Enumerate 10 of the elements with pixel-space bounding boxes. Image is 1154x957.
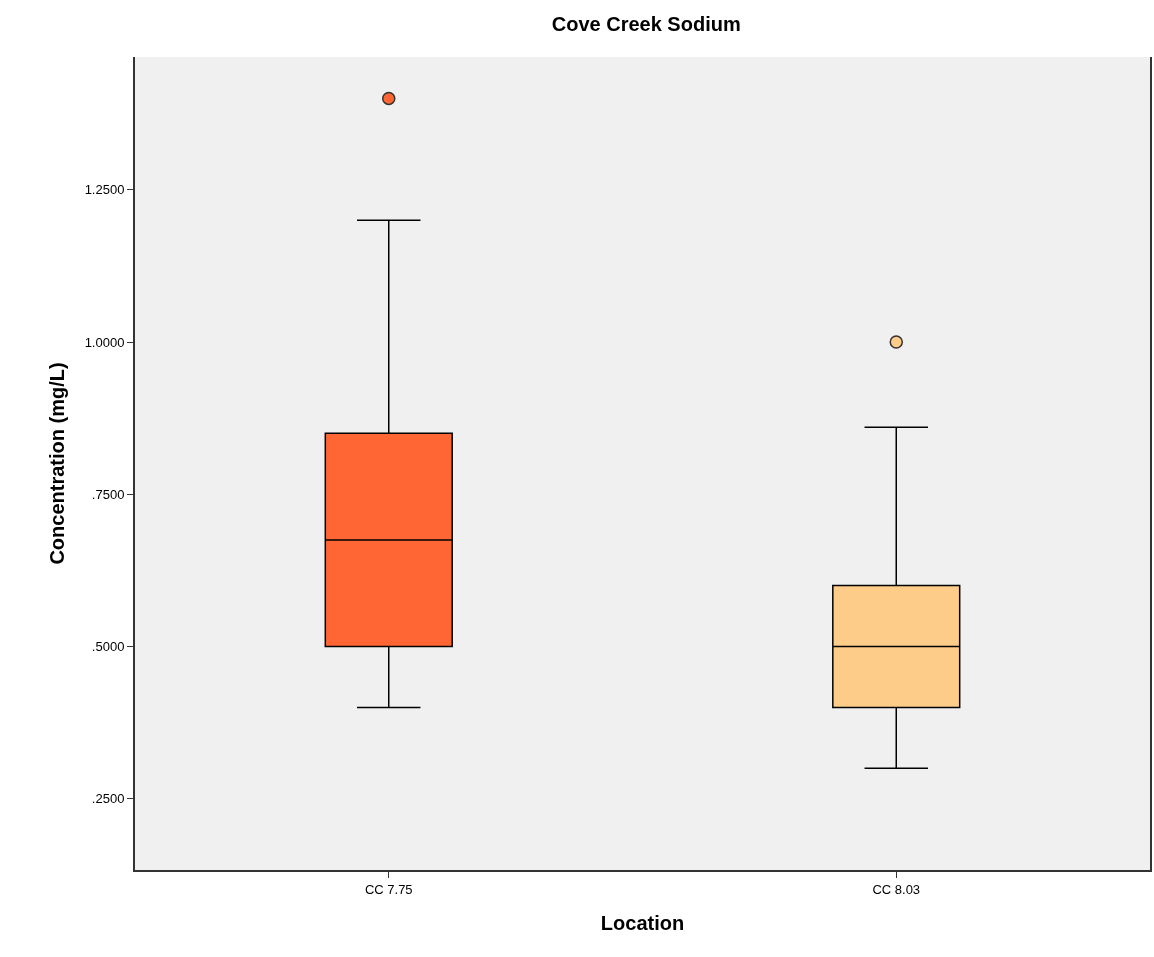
y-tick-label: 1.2500 [84,182,125,198]
x-axis-title: Location [600,911,685,934]
x-tick-label: CC 8.03 [872,881,921,897]
y-tick-label: .2500 [91,791,125,807]
x-tick-label: CC 7.75 [364,881,413,897]
y-tick-label: .5000 [91,639,125,655]
chart-title: Cove Creek Sodium [551,12,741,35]
y-tick-label: .7500 [91,486,125,502]
y-axis-title: Concentration (mg/L) [45,362,68,565]
y-tick-label: 1.0000 [84,334,125,350]
